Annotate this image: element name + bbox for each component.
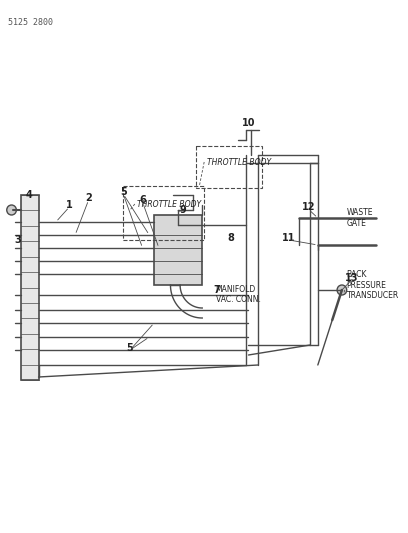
Text: 6: 6 [139,195,146,205]
Text: MANIFOLD
VAC. CONN.: MANIFOLD VAC. CONN. [216,285,261,304]
Bar [21,195,38,380]
Circle shape [337,285,347,295]
Text: 11: 11 [282,233,296,243]
Text: 10: 10 [242,118,255,128]
Text: WASTE
GATE: WASTE GATE [347,208,373,228]
Text: 13: 13 [345,273,358,283]
Text: 3: 3 [14,235,21,245]
Text: 8: 8 [228,233,235,243]
Text: 4: 4 [26,190,32,200]
Text: 9: 9 [180,205,186,215]
Text: 1: 1 [66,200,73,210]
Text: 2: 2 [85,193,92,203]
Text: 5: 5 [126,343,133,353]
Circle shape [7,205,16,215]
Text: BACK
PRESSURE
TRANSDUCER: BACK PRESSURE TRANSDUCER [347,270,399,300]
Bar [154,215,202,285]
Text: THROTTLE BODY: THROTTLE BODY [207,158,271,167]
Text: 5125 2800: 5125 2800 [8,18,53,27]
Text: 7: 7 [213,285,220,295]
Text: THROTTLE BODY: THROTTLE BODY [137,200,201,209]
Text: 12: 12 [302,202,315,212]
Text: 5: 5 [120,187,126,197]
